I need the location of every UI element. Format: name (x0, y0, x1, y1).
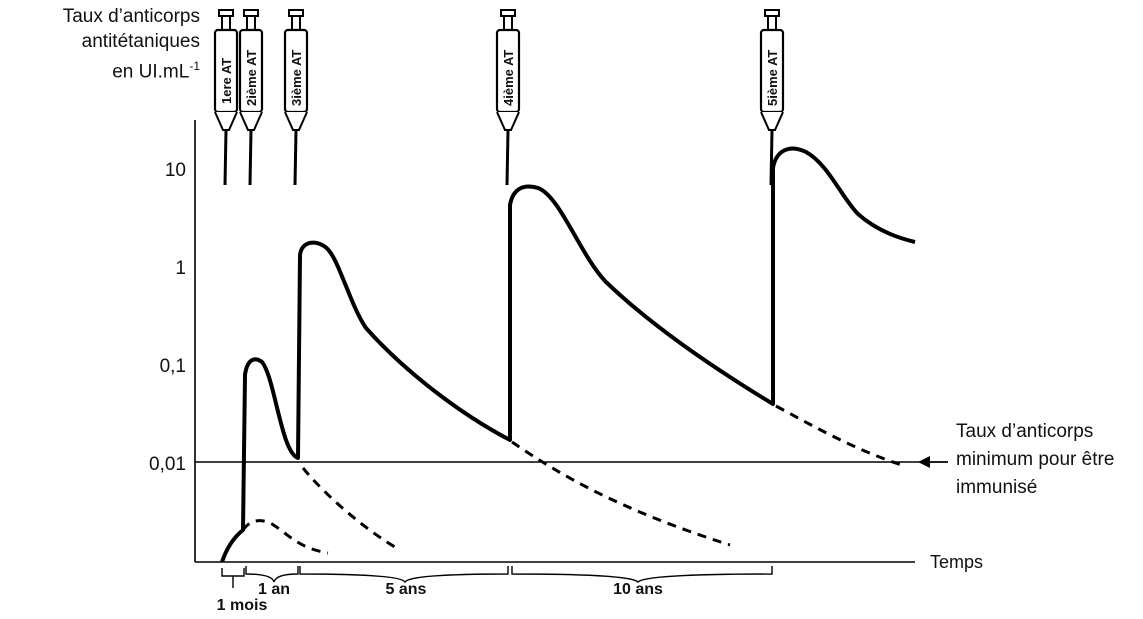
y-tick-label-0-01: 0,01 (149, 454, 186, 475)
bracket-1-mois (221, 568, 245, 588)
threshold-label: Taux d’anticorps minimum pour être immun… (956, 418, 1136, 502)
threshold-arrow (918, 456, 930, 468)
decay-curve-dashed-2 (301, 467, 401, 552)
y-tick-label-0-1: 0,1 (160, 356, 186, 377)
threshold-label-line-3: immunisé (956, 477, 1038, 498)
y-axis-title-line-3: en UI.mL-1 (10, 54, 200, 84)
interval-label-1-mois: 1 mois (217, 597, 268, 614)
y-axis-unit: en UI.mL (112, 61, 190, 83)
syringe-label-1: 1ere AT (219, 58, 234, 104)
antibody-curve-solid (220, 146, 916, 563)
decay-curve-dashed-1 (241, 519, 329, 555)
syringe-label-3: 3ième AT (289, 50, 304, 106)
y-tick-label-10: 10 (165, 160, 186, 181)
threshold-label-line-2: minimum pour être (956, 449, 1115, 470)
syringe-icon: 4ième AT (495, 9, 521, 186)
y-axis-unit-exponent: -1 (189, 59, 200, 73)
syringe-label-4: 4ième AT (501, 50, 516, 106)
syringe-icon: 3ième AT (283, 9, 309, 186)
y-axis-title: Taux d’anticorps antitétaniques en UI.mL… (10, 4, 200, 84)
interval-label-1-an: 1 an (258, 581, 290, 598)
bracket-1-an (245, 566, 299, 583)
syringe-icon: 5ième AT (759, 9, 785, 186)
y-axis-title-line-1: Taux d’anticorps (62, 6, 200, 27)
interval-label-10-ans: 10 ans (613, 581, 663, 598)
threshold-label-line-1: Taux d’anticorps (956, 421, 1094, 442)
syringe-icon: 1ere AT (213, 9, 239, 186)
x-axis-label: Temps (930, 552, 983, 572)
bracket-5-ans (299, 566, 509, 584)
decay-curve-dashed-4 (775, 404, 906, 468)
decay-curve-dashed-3 (511, 440, 731, 547)
y-axis-title-line-2: antitétaniques (81, 31, 200, 52)
bracket-10-ans (511, 566, 773, 583)
syringe-label-2: 2ième AT (244, 50, 259, 106)
syringe-icon: 2ième AT (238, 9, 264, 186)
interval-label-5-ans: 5 ans (386, 581, 427, 598)
y-tick-label-1: 1 (175, 258, 186, 279)
syringe-label-5: 5ième AT (765, 50, 780, 106)
